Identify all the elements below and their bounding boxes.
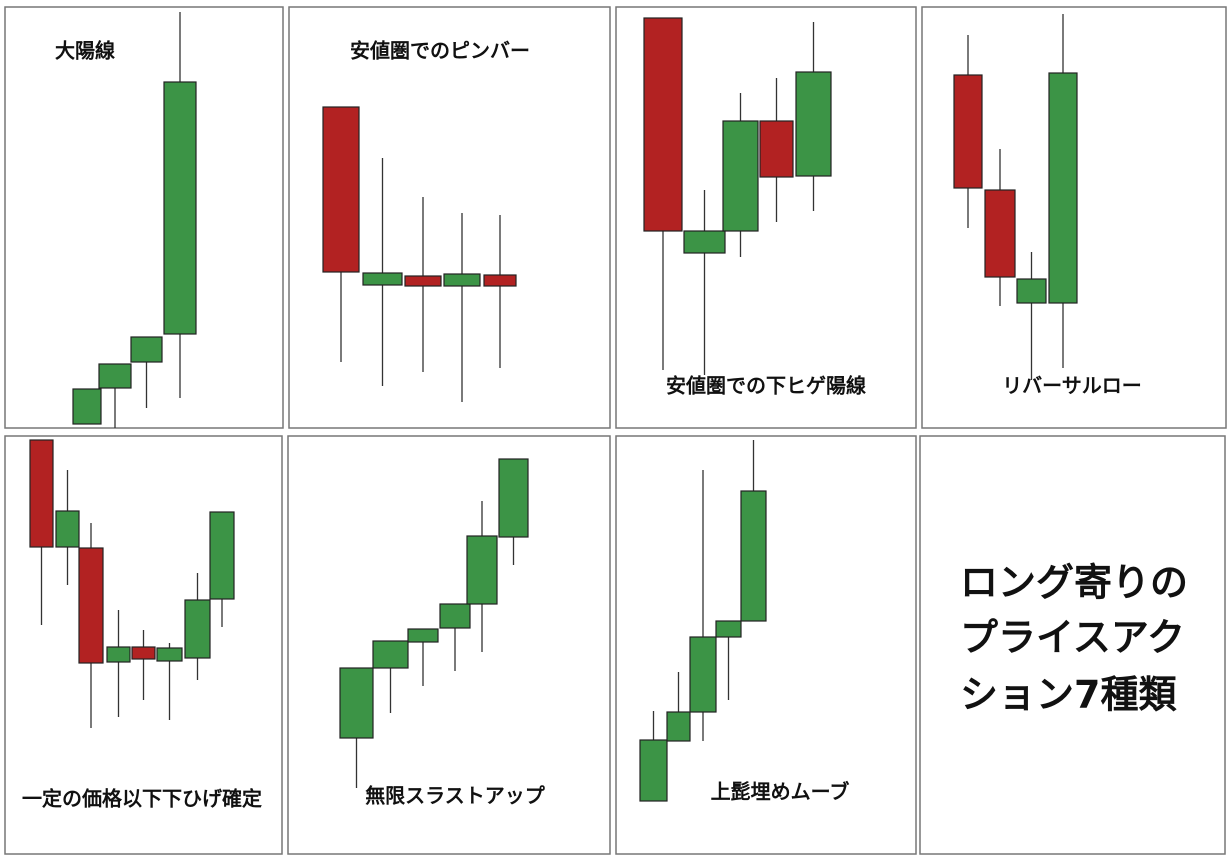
candle-body xyxy=(163,81,197,335)
candle-body xyxy=(209,511,235,600)
candle-body xyxy=(1016,278,1047,304)
candle-body xyxy=(130,336,163,363)
candle-body xyxy=(156,647,183,662)
candle-body xyxy=(443,273,481,287)
candle-body xyxy=(683,230,726,254)
candle-body xyxy=(643,17,683,232)
panel xyxy=(919,435,1226,855)
candle-body xyxy=(407,628,439,643)
summary-line: ション7種類 xyxy=(960,673,1177,717)
candle-body xyxy=(984,189,1016,278)
candle-body xyxy=(483,274,517,287)
candle-body xyxy=(439,603,471,629)
candle-body xyxy=(1048,72,1078,304)
candle-body xyxy=(953,74,983,189)
summary-line: プライスアク xyxy=(960,616,1185,660)
candle-body xyxy=(55,510,80,548)
panel-label: リバーサルロー xyxy=(1002,374,1142,398)
panel-label: 安値圏でのピンバー xyxy=(350,39,530,63)
candle-body xyxy=(98,363,132,389)
candle-body xyxy=(106,646,131,663)
panel-label: 無限スラストアップ xyxy=(365,784,546,808)
candle-body xyxy=(362,272,403,286)
panel-label: 大陽線 xyxy=(55,39,115,63)
candle-body xyxy=(498,458,529,538)
candle-body xyxy=(29,439,54,548)
panel-label: 上髭埋めムーブ xyxy=(711,780,850,804)
candle-body xyxy=(339,667,374,739)
candle-body xyxy=(322,106,360,273)
candle-body xyxy=(72,388,102,425)
candle-body xyxy=(404,275,442,287)
candle-body xyxy=(689,636,717,713)
candle-body xyxy=(131,646,156,660)
candle-body xyxy=(372,640,409,669)
candles xyxy=(29,12,1078,802)
candle-body xyxy=(466,535,498,605)
candle-body xyxy=(795,71,832,177)
panel-label: 一定の価格以下下ひげ確定 xyxy=(22,787,262,811)
panel-label: 安値圏での下ヒゲ陽線 xyxy=(666,374,866,398)
panel xyxy=(4,6,284,429)
candle-body xyxy=(78,547,104,664)
candle-body xyxy=(722,120,759,232)
candle-body xyxy=(715,620,742,638)
candle-body xyxy=(666,711,691,742)
candle-body xyxy=(759,120,794,178)
panel xyxy=(287,435,611,855)
candle-body xyxy=(184,599,211,659)
summary-line: ロング寄りの xyxy=(960,561,1188,605)
candle-body xyxy=(639,739,668,802)
candle-body xyxy=(740,490,767,622)
